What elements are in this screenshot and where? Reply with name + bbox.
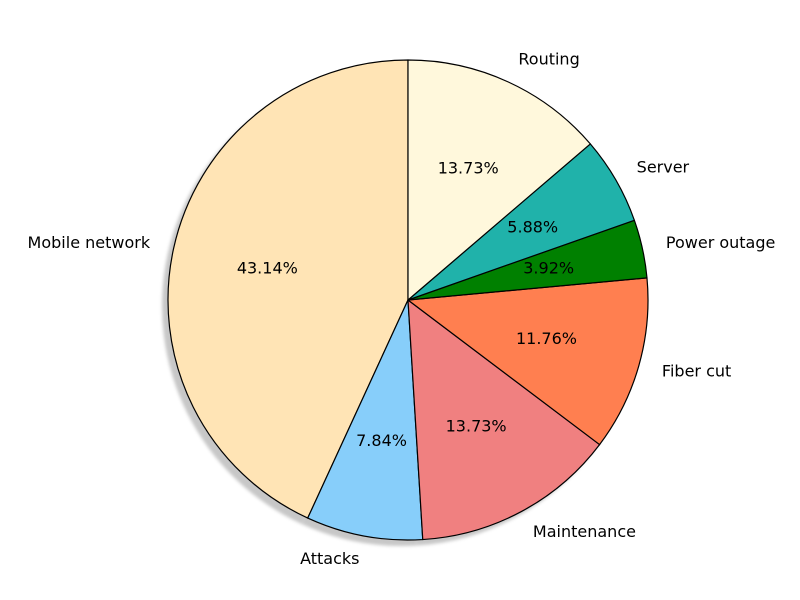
percent-label-attacks: 7.84% xyxy=(356,431,407,450)
category-label-mobile-network: Mobile network xyxy=(28,233,151,252)
percent-label-fiber-cut: 11.76% xyxy=(516,329,577,348)
percent-label-server: 5.88% xyxy=(507,218,558,237)
percent-label-mobile-network: 43.14% xyxy=(237,259,298,278)
percent-label-routing: 13.73% xyxy=(438,159,499,178)
category-label-server: Server xyxy=(637,158,690,177)
category-label-attacks: Attacks xyxy=(300,549,359,568)
pie-slice-mobile-network xyxy=(167,59,409,519)
pie-category-labels: Mobile network Attacks Maintenance Fiber cu… xyxy=(28,50,776,568)
category-label-fiber-cut: Fiber cut xyxy=(662,362,731,381)
percent-label-maintenance: 13.73% xyxy=(446,416,507,435)
category-label-power-outage: Power outage xyxy=(666,233,775,252)
category-label-routing: Routing xyxy=(518,50,579,69)
pie-slice-routing xyxy=(407,59,591,301)
category-label-maintenance: Maintenance xyxy=(533,522,636,541)
pie-slices xyxy=(167,59,649,541)
pie-slice-fiber-cut xyxy=(407,277,649,446)
pie-slice-attacks xyxy=(307,299,424,541)
pie-percent-labels: 43.14% 7.84% 13.73% 11.76% 3.92% 5.88% 13.73% xyxy=(237,159,577,450)
percent-label-power-outage: 3.92% xyxy=(523,259,574,278)
pie-slice-maintenance xyxy=(407,299,601,541)
